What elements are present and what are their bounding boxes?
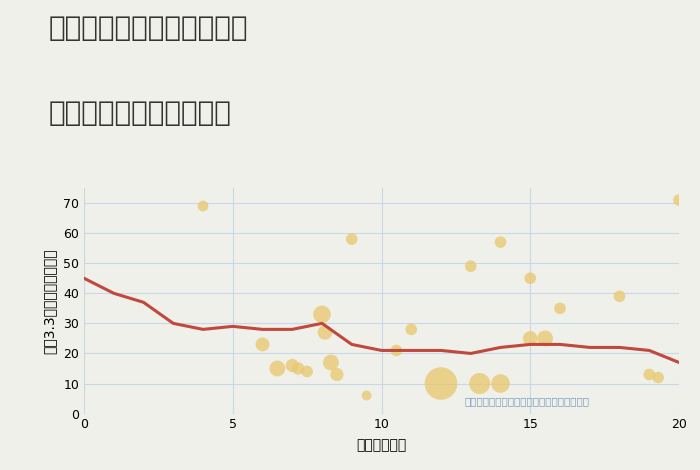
Point	[540, 335, 551, 342]
Point	[614, 292, 625, 300]
Point	[525, 274, 536, 282]
Point	[465, 262, 476, 270]
Point	[474, 380, 485, 387]
Point	[302, 368, 313, 375]
Point	[346, 235, 357, 243]
Point	[257, 341, 268, 348]
Point	[326, 359, 337, 366]
Y-axis label: 坪（3.3㎡）単価（万円）: 坪（3.3㎡）単価（万円）	[42, 248, 56, 353]
Point	[554, 305, 566, 312]
Point	[197, 202, 209, 210]
Point	[652, 374, 664, 381]
Point	[272, 365, 283, 372]
Point	[673, 196, 685, 204]
Point	[495, 238, 506, 246]
Point	[525, 335, 536, 342]
Point	[644, 371, 655, 378]
Point	[316, 311, 328, 318]
Point	[293, 365, 304, 372]
Text: 駅距離別中古戸建て価格: 駅距離別中古戸建て価格	[49, 99, 232, 127]
Point	[435, 380, 447, 387]
Point	[331, 371, 342, 378]
Point	[391, 347, 402, 354]
Point	[495, 380, 506, 387]
Text: 兵庫県豊岡市出石町鳥居の: 兵庫県豊岡市出石町鳥居の	[49, 14, 248, 42]
Text: 円の大きさは、取引のあった物件面積を示す: 円の大きさは、取引のあった物件面積を示す	[465, 396, 590, 406]
Point	[361, 392, 372, 399]
Point	[406, 326, 417, 333]
X-axis label: 駅距離（分）: 駅距離（分）	[356, 439, 407, 453]
Point	[319, 329, 330, 336]
Point	[287, 362, 298, 369]
